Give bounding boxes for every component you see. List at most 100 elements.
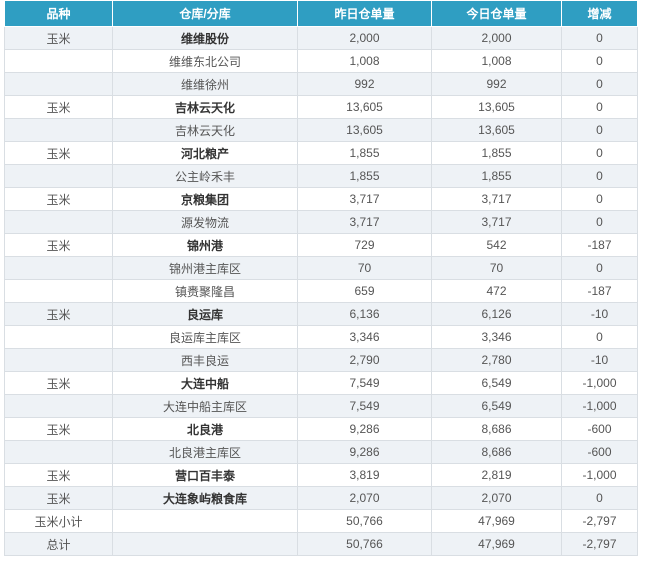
cell-warehouse: 维维东北公司 [112,49,298,73]
table-row: 西丰良运 2,790 2,780 -10 [4,348,638,372]
cell-today-receipts: 992 [431,72,562,96]
cell-warehouse: 镇赉聚隆昌 [112,279,298,303]
cell-today-receipts: 2,070 [431,486,562,510]
table-body: 玉米 维维股份 2,000 2,000 0 维维东北公司 1,008 1,008 0 维维徐州 99… [4,26,638,556]
cell-yesterday-receipts: 2,070 [297,486,432,510]
cell-warehouse: 京粮集团 [112,187,298,211]
cell-change: -1,000 [561,371,638,395]
cell-warehouse: 河北粮产 [112,141,298,165]
cell-variety: 玉米 [4,141,113,165]
cell-change: 0 [561,95,638,119]
table-row: 源发物流 3,717 3,717 0 [4,210,638,234]
cell-variety: 玉米 [4,95,113,119]
cell-change: 0 [561,72,638,96]
table-row: 玉米 吉林云天化 13,605 13,605 0 [4,95,638,119]
warehouse-receipt-table: 品种 仓库/分库 昨日仓单量 今日仓单量 增减 玉米 维维股份 2,000 2,000… [4,0,638,556]
cell-variety: 玉米 [4,486,113,510]
cell-yesterday-receipts: 3,717 [297,187,432,211]
table-row: 玉米 京粮集团 3,717 3,717 0 [4,187,638,211]
cell-variety: 玉米 [4,371,113,395]
table-row: 锦州港主库区 70 70 0 [4,256,638,280]
cell-warehouse: 公主岭禾丰 [112,164,298,188]
cell-warehouse: 大连中船主库区 [112,394,298,418]
table-row: 玉米 锦州港 729 542 -187 [4,233,638,257]
cell-change: -2,797 [561,509,638,533]
cell-yesterday-receipts: 2,790 [297,348,432,372]
cell-yesterday-receipts: 50,766 [297,509,432,533]
cell-today-receipts: 8,686 [431,417,562,441]
cell-variety: 玉米 [4,302,113,326]
cell-today-receipts: 1,855 [431,164,562,188]
cell-change: 0 [561,210,638,234]
cell-variety [4,440,113,464]
table-row: 玉米小计 50,766 47,969 -2,797 [4,509,638,533]
cell-warehouse: 良运库 [112,302,298,326]
cell-today-receipts: 1,008 [431,49,562,73]
cell-variety: 玉米小计 [4,509,113,533]
table-row: 玉米 大连象屿粮食库 2,070 2,070 0 [4,486,638,510]
cell-yesterday-receipts: 992 [297,72,432,96]
cell-change: 0 [561,49,638,73]
cell-today-receipts: 8,686 [431,440,562,464]
cell-today-receipts: 6,549 [431,371,562,395]
cell-yesterday-receipts: 13,605 [297,118,432,142]
cell-warehouse: 西丰良运 [112,348,298,372]
cell-yesterday-receipts: 1,855 [297,164,432,188]
cell-warehouse: 源发物流 [112,210,298,234]
cell-warehouse: 吉林云天化 [112,118,298,142]
header-change: 增减 [561,0,638,27]
cell-variety [4,49,113,73]
cell-variety: 玉米 [4,463,113,487]
table-row: 玉米 河北粮产 1,855 1,855 0 [4,141,638,165]
cell-warehouse: 北良港 [112,417,298,441]
cell-today-receipts: 13,605 [431,95,562,119]
header-yesterday-receipts: 昨日仓单量 [297,0,432,27]
cell-warehouse: 锦州港主库区 [112,256,298,280]
cell-change: 0 [561,486,638,510]
header-today-receipts: 今日仓单量 [431,0,562,27]
cell-today-receipts: 2,780 [431,348,562,372]
cell-yesterday-receipts: 50,766 [297,532,432,556]
cell-yesterday-receipts: 1,008 [297,49,432,73]
table-row: 玉米 北良港 9,286 8,686 -600 [4,417,638,441]
cell-change: -1,000 [561,463,638,487]
cell-change: -600 [561,440,638,464]
cell-variety [4,164,113,188]
cell-yesterday-receipts: 3,346 [297,325,432,349]
header-variety: 品种 [4,0,113,27]
cell-today-receipts: 3,717 [431,210,562,234]
table-row: 总计 50,766 47,969 -2,797 [4,532,638,556]
cell-yesterday-receipts: 70 [297,256,432,280]
cell-warehouse: 锦州港 [112,233,298,257]
cell-warehouse: 吉林云天化 [112,95,298,119]
cell-today-receipts: 472 [431,279,562,303]
cell-variety: 玉米 [4,187,113,211]
cell-yesterday-receipts: 659 [297,279,432,303]
table-row: 大连中船主库区 7,549 6,549 -1,000 [4,394,638,418]
cell-change: 0 [561,141,638,165]
table-row: 玉米 良运库 6,136 6,126 -10 [4,302,638,326]
cell-change: -10 [561,302,638,326]
cell-variety: 玉米 [4,233,113,257]
cell-variety [4,118,113,142]
cell-change: -187 [561,233,638,257]
cell-variety [4,325,113,349]
cell-today-receipts: 47,969 [431,509,562,533]
cell-change: -10 [561,348,638,372]
cell-variety: 玉米 [4,26,113,50]
cell-change: -600 [561,417,638,441]
cell-warehouse [112,509,298,533]
cell-yesterday-receipts: 9,286 [297,417,432,441]
cell-today-receipts: 13,605 [431,118,562,142]
header-warehouse: 仓库/分库 [112,0,298,27]
cell-today-receipts: 542 [431,233,562,257]
cell-today-receipts: 1,855 [431,141,562,165]
cell-warehouse: 大连象屿粮食库 [112,486,298,510]
table-row: 良运库主库区 3,346 3,346 0 [4,325,638,349]
cell-change: 0 [561,26,638,50]
cell-change: 0 [561,325,638,349]
cell-today-receipts: 6,549 [431,394,562,418]
cell-yesterday-receipts: 1,855 [297,141,432,165]
table-header-row: 品种 仓库/分库 昨日仓单量 今日仓单量 增减 [4,0,638,27]
table-row: 公主岭禾丰 1,855 1,855 0 [4,164,638,188]
